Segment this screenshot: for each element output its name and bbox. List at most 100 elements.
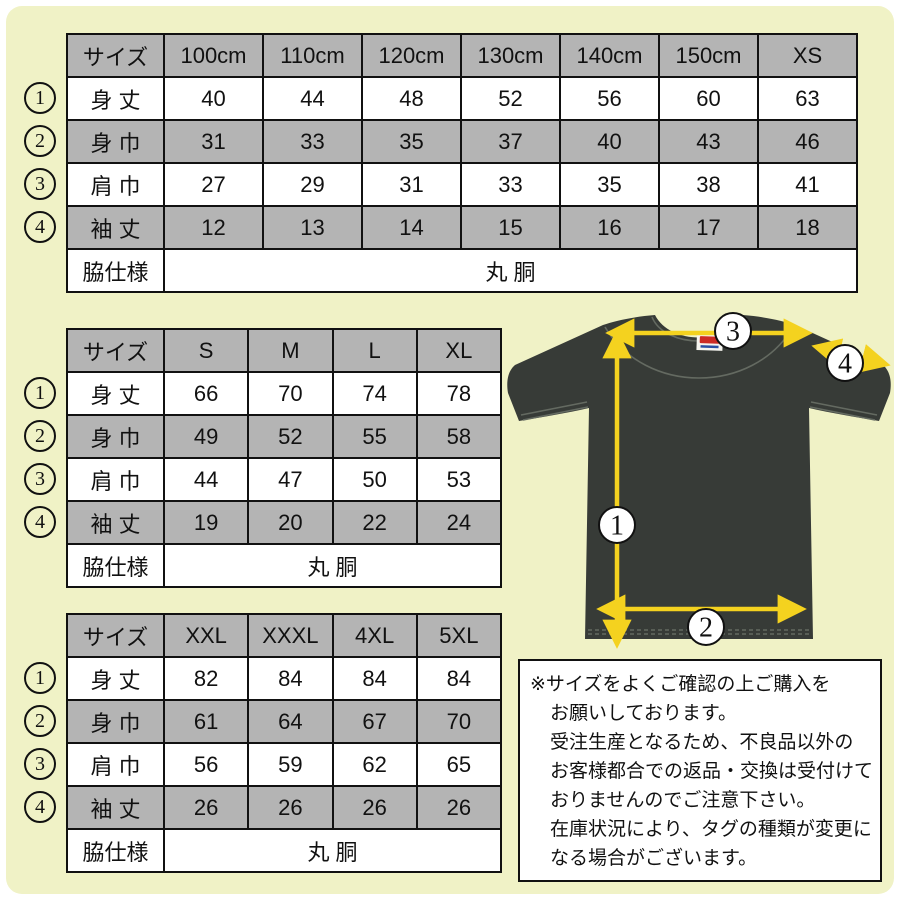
value-cell: 74 xyxy=(331,371,418,416)
label-cell: 身 丈 xyxy=(66,656,165,701)
value-cell: 65 xyxy=(415,742,503,787)
footer-label-cell: 脇仕様 xyxy=(66,248,165,293)
label-cell: 肩 巾 xyxy=(66,742,165,787)
label-cell: 身 巾 xyxy=(66,699,165,744)
label-cell: 肩 巾 xyxy=(66,457,165,502)
value-cell: 55 xyxy=(331,414,418,459)
tshirt-graphic: 3 4 1 2 xyxy=(507,312,891,649)
value-cell: 18 xyxy=(757,205,858,250)
value-cell: 33 xyxy=(460,162,561,207)
label-cell: 袖 丈 xyxy=(66,785,165,830)
value-cell: 64 xyxy=(247,699,334,744)
value-cell: 26 xyxy=(415,785,503,830)
row-marker-1: 1 xyxy=(24,377,56,409)
value-cell: 59 xyxy=(247,742,334,787)
header-cell: 150cm xyxy=(658,33,759,78)
value-cell: 60 xyxy=(658,76,759,121)
value-cell: 35 xyxy=(361,119,462,164)
value-cell: 44 xyxy=(162,457,250,502)
value-cell: 61 xyxy=(162,699,250,744)
notice-line: 在庫状況により、タグの種類が変更に xyxy=(550,819,872,840)
value-cell: 12 xyxy=(163,205,264,250)
label-cell: 袖 丈 xyxy=(66,500,165,545)
value-cell: 56 xyxy=(559,76,660,121)
row-marker-1: 1 xyxy=(24,662,56,694)
footer-value-cell: 丸 胴 xyxy=(163,543,502,588)
value-cell: 27 xyxy=(163,162,264,207)
value-cell: 33 xyxy=(262,119,363,164)
value-cell: 78 xyxy=(415,371,503,416)
value-cell: 84 xyxy=(247,656,334,701)
value-cell: 48 xyxy=(361,76,462,121)
notice-line: おりませんのでご注意下さい。 xyxy=(550,790,816,811)
diagram-marker-2-circle xyxy=(687,608,725,646)
value-cell: 70 xyxy=(415,699,503,744)
header-cell: サイズ xyxy=(66,33,165,78)
header-cell: S xyxy=(162,328,250,373)
footer-value-cell: 丸 胴 xyxy=(163,828,502,873)
value-cell: 58 xyxy=(415,414,503,459)
value-cell: 63 xyxy=(757,76,858,121)
notice-line: お願いしております。 xyxy=(550,703,737,724)
value-cell: 37 xyxy=(460,119,561,164)
footer-label-cell: 脇仕様 xyxy=(66,543,165,588)
value-cell: 26 xyxy=(331,785,418,830)
header-cell: サイズ xyxy=(66,613,165,658)
value-cell: 26 xyxy=(162,785,250,830)
row-marker-4: 4 xyxy=(24,791,56,823)
row-marker-3: 3 xyxy=(24,168,56,200)
header-cell: XXL xyxy=(162,613,250,658)
row-marker-3: 3 xyxy=(24,748,56,780)
value-cell: 47 xyxy=(247,457,334,502)
label-cell: 身 丈 xyxy=(66,371,165,416)
notice-line: ※サイズをよくご確認の上ご購入を xyxy=(530,674,831,695)
value-cell: 40 xyxy=(559,119,660,164)
label-cell: 肩 巾 xyxy=(66,162,165,207)
label-cell: 身 丈 xyxy=(66,76,165,121)
value-cell: 16 xyxy=(559,205,660,250)
value-cell: 84 xyxy=(415,656,503,701)
value-cell: 53 xyxy=(415,457,503,502)
value-cell: 22 xyxy=(331,500,418,545)
purchase-notice-box: ※サイズをよくご確認の上ご購入を お願いしております。 受注生産となるため、不良… xyxy=(518,659,882,882)
value-cell: 70 xyxy=(247,371,334,416)
label-cell: 袖 丈 xyxy=(66,205,165,250)
header-cell: XXXL xyxy=(247,613,334,658)
value-cell: 38 xyxy=(658,162,759,207)
notice-line: お客様都合での返品・交換は受付けて xyxy=(550,761,874,782)
header-cell: 5XL xyxy=(415,613,503,658)
value-cell: 31 xyxy=(163,119,264,164)
header-cell: サイズ xyxy=(66,328,165,373)
value-cell: 31 xyxy=(361,162,462,207)
header-cell: XL xyxy=(415,328,503,373)
value-cell: 13 xyxy=(262,205,363,250)
diagram-markers: 3 4 1 2 xyxy=(598,312,864,646)
header-cell: 120cm xyxy=(361,33,462,78)
diagram-marker-3-circle xyxy=(714,312,752,350)
footer-value-cell: 丸 胴 xyxy=(163,248,858,293)
value-cell: 52 xyxy=(247,414,334,459)
value-cell: 35 xyxy=(559,162,660,207)
value-cell: 19 xyxy=(162,500,250,545)
row-marker-3: 3 xyxy=(24,463,56,495)
value-cell: 41 xyxy=(757,162,858,207)
value-cell: 40 xyxy=(163,76,264,121)
header-cell: 110cm xyxy=(262,33,363,78)
value-cell: 44 xyxy=(262,76,363,121)
value-cell: 67 xyxy=(331,699,418,744)
label-cell: 身 巾 xyxy=(66,119,165,164)
value-cell: 56 xyxy=(162,742,250,787)
value-cell: 52 xyxy=(460,76,561,121)
value-cell: 15 xyxy=(460,205,561,250)
row-marker-2: 2 xyxy=(24,420,56,452)
row-marker-4: 4 xyxy=(24,211,56,243)
row-marker-1: 1 xyxy=(24,82,56,114)
value-cell: 29 xyxy=(262,162,363,207)
header-cell: 130cm xyxy=(460,33,561,78)
value-cell: 84 xyxy=(331,656,418,701)
value-cell: 66 xyxy=(162,371,250,416)
row-marker-2: 2 xyxy=(24,705,56,737)
header-cell: XS xyxy=(757,33,858,78)
diagram-marker-2: 2 xyxy=(699,613,713,644)
value-cell: 50 xyxy=(331,457,418,502)
